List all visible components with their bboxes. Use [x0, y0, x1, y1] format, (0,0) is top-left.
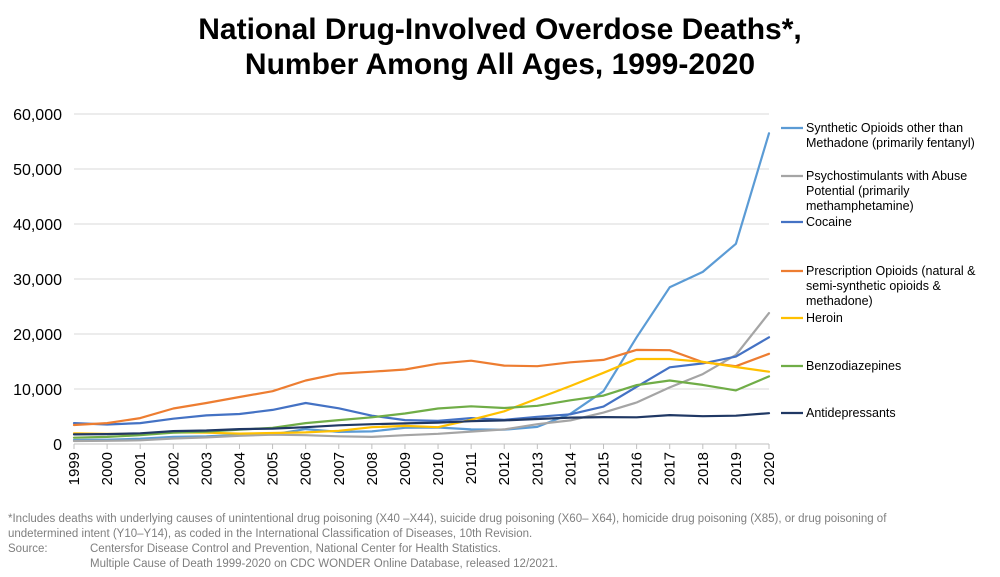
- x-tick-label: 2008: [364, 452, 381, 485]
- legend-label: Potential (primarily: [806, 184, 910, 198]
- series-line: [72, 336, 771, 426]
- x-tick-label: 2009: [397, 452, 414, 485]
- y-tick-label: 50,000: [13, 162, 62, 179]
- x-tick-label: 2010: [430, 452, 447, 485]
- x-tick-label: 2006: [298, 452, 315, 485]
- x-tick-label: 2005: [265, 452, 282, 485]
- legend-label: Synthetic Opioids other than: [806, 121, 963, 135]
- y-tick-label: 40,000: [13, 217, 62, 234]
- x-tick-label: 2003: [198, 452, 215, 485]
- series-line: [72, 375, 771, 439]
- series-line: [72, 312, 771, 443]
- x-tick-label: 2016: [629, 452, 646, 485]
- legend-item: Antidepressants: [781, 406, 896, 420]
- x-tick-label: 2001: [132, 452, 149, 485]
- legend-item: Cocaine: [781, 215, 852, 229]
- gridlines: [74, 113, 769, 445]
- legend-label: Cocaine: [806, 215, 852, 229]
- x-tick-label: 2014: [562, 452, 579, 485]
- x-tick-label: 2020: [761, 452, 778, 485]
- y-tick-label: 60,000: [13, 107, 62, 124]
- chart-title-line-2: Number Among All Ages, 1999-2020: [244, 48, 756, 81]
- y-tick-label: 10,000: [13, 382, 62, 399]
- legend-label: Psychostimulants with Abuse: [806, 169, 967, 183]
- y-tick-label: 0: [53, 437, 62, 454]
- source-label: Source:: [8, 543, 48, 555]
- x-tick-label: 2019: [728, 452, 745, 485]
- series-line: [72, 348, 771, 427]
- x-tick-label: 2004: [231, 452, 248, 485]
- legend-item: Heroin: [781, 311, 843, 325]
- legend-label: Methadone (primarily fentanyl): [806, 136, 975, 150]
- source-line-2: Multiple Cause of Death 1999-2020 on CDC…: [90, 558, 558, 570]
- x-axis: 1999 2000 2001 2002 2003 2004 2005 2006 2007 2008…: [66, 444, 778, 485]
- x-tick-label: 2000: [99, 452, 116, 485]
- legend-item: Benzodiazepines: [781, 359, 901, 373]
- legend-label: Prescription Opioids (natural &: [806, 264, 976, 278]
- legend-label: semi-synthetic opioids &: [806, 279, 941, 293]
- x-tick-label: 2015: [596, 452, 613, 485]
- footnote-line-1: *Includes deaths with underlying causes …: [8, 513, 887, 525]
- series-line: [72, 412, 771, 436]
- x-tick-label: 2011: [463, 452, 480, 484]
- series-line: [72, 132, 771, 442]
- legend-label: methadone): [806, 294, 873, 308]
- legend-item: Prescription Opioids (natural &semi-synt…: [781, 264, 976, 308]
- x-tick-label: 2018: [695, 452, 712, 485]
- x-tick-label: 2007: [331, 452, 348, 485]
- legend-label: Benzodiazepines: [806, 359, 901, 373]
- chart-title: National Drug-Involved Overdose Deaths*,…: [0, 12, 1000, 82]
- x-tick-label: 2017: [662, 452, 679, 485]
- x-tick-label: 2013: [529, 452, 546, 485]
- y-tick-label: 30,000: [13, 272, 62, 289]
- legend-label: methamphetamine): [806, 199, 914, 213]
- chart-title-line-1: National Drug-Involved Overdose Deaths*,: [198, 13, 802, 46]
- legend-label: Antidepressants: [806, 406, 896, 420]
- series-lines: [72, 132, 771, 443]
- x-tick-label: 2002: [165, 452, 182, 485]
- x-tick-label: 1999: [66, 452, 83, 485]
- source-line-1: Centersfor Disease Control and Preventio…: [90, 543, 502, 555]
- x-tick-label: 2012: [496, 452, 513, 485]
- y-axis: 0 10,000 20,000 30,000 40,000 50,000 60,000: [13, 107, 62, 454]
- legend-label: Heroin: [806, 311, 843, 325]
- footnote-line-2: undetermined intent (Y10–Y14), as coded …: [8, 528, 533, 540]
- y-tick-label: 20,000: [13, 327, 62, 344]
